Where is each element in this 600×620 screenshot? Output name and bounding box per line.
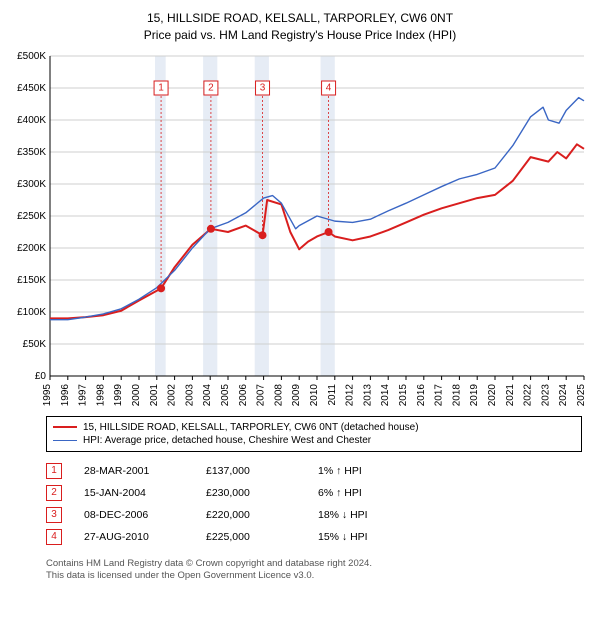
svg-text:£200K: £200K [17,243,46,254]
svg-text:2001: 2001 [149,383,160,406]
transaction-price: £137,000 [206,465,296,477]
svg-text:2010: 2010 [309,383,320,406]
legend-row: 15, HILLSIDE ROAD, KELSALL, TARPORLEY, C… [53,421,575,434]
svg-text:2019: 2019 [469,383,480,406]
transaction-badge: 2 [46,485,62,501]
svg-text:2018: 2018 [451,383,462,406]
svg-text:1999: 1999 [113,383,124,406]
transaction-hpi: 15% ↓ HPI [318,531,408,543]
svg-text:2007: 2007 [256,383,267,406]
svg-text:2000: 2000 [131,383,142,406]
footer-line-1: Contains HM Land Registry data © Crown c… [46,558,582,571]
svg-text:2022: 2022 [523,383,534,406]
line-chart-svg: £0 £50K £100K £150K £200K £250K £300K £350K £400… [8,50,592,410]
legend-swatch [53,426,77,428]
svg-text:2003: 2003 [184,383,195,406]
transaction-badge: 4 [46,529,62,545]
svg-text:2014: 2014 [380,383,391,406]
svg-text:£500K: £500K [17,51,46,62]
svg-text:2017: 2017 [434,383,445,406]
chart-title: 15, HILLSIDE ROAD, KELSALL, TARPORLEY, C… [8,10,592,44]
svg-text:2004: 2004 [202,383,213,406]
transaction-row: 4 27-AUG-2010 £225,000 15% ↓ HPI [46,526,582,548]
svg-text:1995: 1995 [42,383,53,406]
legend-swatch [53,440,77,441]
svg-text:2023: 2023 [540,383,551,406]
transaction-row: 3 08-DEC-2006 £220,000 18% ↓ HPI [46,504,582,526]
transaction-price: £225,000 [206,531,296,543]
svg-text:2015: 2015 [398,383,409,406]
legend-label: 15, HILLSIDE ROAD, KELSALL, TARPORLEY, C… [83,422,419,433]
svg-text:2016: 2016 [416,383,427,406]
transaction-badge: 3 [46,507,62,523]
title-line-2: Price paid vs. HM Land Registry's House … [8,27,592,44]
transaction-hpi: 1% ↑ HPI [318,465,408,477]
svg-text:£50K: £50K [23,339,47,350]
transaction-date: 08-DEC-2006 [84,509,184,521]
svg-text:2020: 2020 [487,383,498,406]
svg-text:£100K: £100K [17,307,46,318]
svg-text:£300K: £300K [17,179,46,190]
transaction-price: £220,000 [206,509,296,521]
svg-text:£400K: £400K [17,115,46,126]
legend-label: HPI: Average price, detached house, Ches… [83,435,371,446]
transaction-price: £230,000 [206,487,296,499]
svg-text:2011: 2011 [327,383,338,405]
svg-text:2005: 2005 [220,383,231,406]
svg-text:£350K: £350K [17,147,46,158]
svg-text:1996: 1996 [60,383,71,406]
svg-text:2009: 2009 [291,383,302,406]
svg-text:2021: 2021 [505,383,516,406]
svg-text:2013: 2013 [362,383,373,406]
svg-text:2002: 2002 [167,383,178,406]
transaction-hpi: 6% ↑ HPI [318,487,408,499]
svg-text:1998: 1998 [95,383,106,406]
svg-text:£150K: £150K [17,275,46,286]
svg-text:2006: 2006 [238,383,249,406]
svg-text:2012: 2012 [345,383,356,406]
svg-text:3: 3 [260,82,266,93]
transaction-badge: 1 [46,463,62,479]
chart-area: £0 £50K £100K £150K £200K £250K £300K £350K £400… [8,50,592,410]
transaction-date: 28-MAR-2001 [84,465,184,477]
svg-text:4: 4 [326,82,332,93]
svg-text:2024: 2024 [558,383,569,406]
transaction-hpi: 18% ↓ HPI [318,509,408,521]
svg-text:1: 1 [158,82,164,93]
svg-text:2008: 2008 [273,383,284,406]
svg-text:1997: 1997 [78,383,89,406]
title-line-1: 15, HILLSIDE ROAD, KELSALL, TARPORLEY, C… [8,10,592,27]
svg-text:£250K: £250K [17,211,46,222]
svg-text:2: 2 [208,82,214,93]
attribution-footer: Contains HM Land Registry data © Crown c… [46,558,582,584]
transaction-row: 2 15-JAN-2004 £230,000 6% ↑ HPI [46,482,582,504]
transactions-table: 1 28-MAR-2001 £137,000 1% ↑ HPI 2 15-JAN-2004… [46,460,582,548]
transaction-row: 1 28-MAR-2001 £137,000 1% ↑ HPI [46,460,582,482]
transaction-date: 27-AUG-2010 [84,531,184,543]
legend-row: HPI: Average price, detached house, Ches… [53,434,575,447]
svg-text:2025: 2025 [576,383,587,406]
svg-text:£450K: £450K [17,83,46,94]
transaction-date: 15-JAN-2004 [84,487,184,499]
legend: 15, HILLSIDE ROAD, KELSALL, TARPORLEY, C… [46,416,582,452]
svg-text:£0: £0 [35,371,47,382]
footer-line-2: This data is licensed under the Open Gov… [46,570,582,583]
